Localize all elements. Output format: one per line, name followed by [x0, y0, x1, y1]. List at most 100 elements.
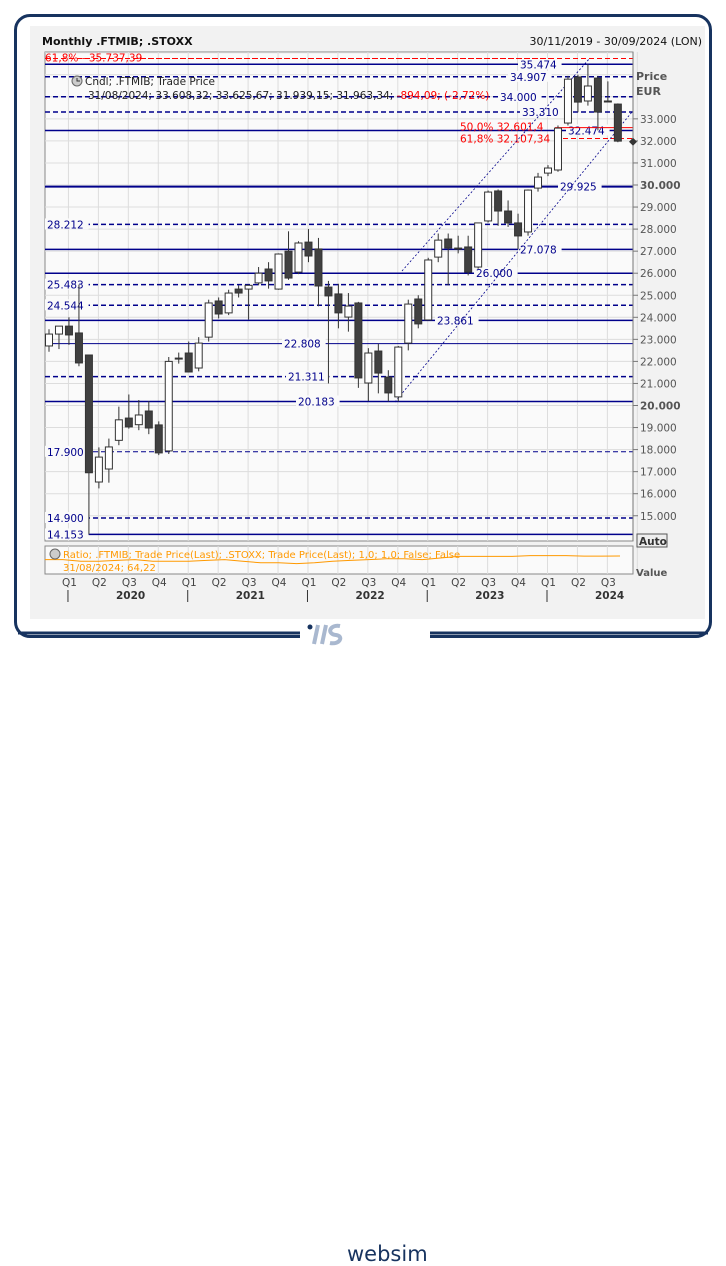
- svg-text:Price: Price: [636, 70, 667, 83]
- candle-body: [593, 77, 602, 113]
- candle: [583, 64, 592, 106]
- level-label: 34.907: [510, 72, 547, 84]
- level-label: 14.153: [47, 529, 84, 541]
- candle: [294, 241, 303, 275]
- x-quarter-label: Q1: [62, 577, 77, 589]
- candle: [364, 348, 373, 402]
- candle: [514, 213, 523, 250]
- y-tick-label: 26.000: [640, 268, 677, 280]
- candle: [194, 337, 203, 372]
- candle-body: [384, 376, 393, 394]
- x-quarter-label: Q2: [92, 577, 107, 589]
- level-label-bg: [45, 528, 89, 540]
- candle-body: [444, 238, 453, 249]
- level-label-bg: [566, 124, 610, 136]
- candle: [484, 190, 493, 223]
- candle: [434, 233, 443, 263]
- candle-body: [534, 176, 543, 189]
- level-label: 21.311: [288, 372, 325, 384]
- level-label-bg: [296, 395, 340, 407]
- x-quarter-label: Q1: [182, 577, 197, 589]
- candle-body: [394, 346, 403, 398]
- svg-text:EUR: EUR: [636, 85, 661, 98]
- candle: [54, 325, 63, 350]
- auto-button[interactable]: Auto: [636, 533, 668, 548]
- level-label-bg: [518, 243, 562, 255]
- x-quarter-label: Q3: [242, 577, 257, 589]
- x-quarter-label: Q1: [421, 577, 436, 589]
- x-year-label: 2021: [236, 590, 265, 602]
- candle-body: [553, 127, 562, 171]
- x-quarter-label: Q3: [122, 577, 137, 589]
- level-label-bg: [45, 445, 89, 457]
- price-axis-label: Price EUR: [636, 70, 667, 98]
- candle: [534, 172, 543, 192]
- level-label-bg: [45, 218, 89, 230]
- candle-body: [94, 456, 103, 483]
- clock-hands: [76, 78, 80, 82]
- candle: [544, 165, 552, 177]
- candle-body: [504, 210, 513, 224]
- candle-body: [414, 298, 423, 325]
- websim-logo-mark: [312, 623, 343, 646]
- candle: [154, 421, 163, 456]
- candle-body: [603, 100, 612, 103]
- y-tick-label: 19.000: [640, 423, 677, 435]
- candle-body: [484, 191, 493, 222]
- x-quarter-label: Q4: [272, 577, 287, 589]
- candle: [464, 235, 473, 276]
- x-quarter-label: Q3: [481, 577, 496, 589]
- candle: [444, 233, 453, 286]
- candle-body: [514, 222, 523, 237]
- level-label: 22.808: [284, 339, 321, 351]
- candle-body: [374, 350, 383, 374]
- level-label: 25.483: [47, 280, 84, 292]
- candle-body: [234, 288, 243, 294]
- x-quarter-label: Q2: [212, 577, 227, 589]
- candle-body: [334, 293, 343, 314]
- x-quarter-label: Q3: [601, 577, 616, 589]
- x-year-label: 2020: [116, 590, 145, 602]
- candle: [394, 345, 403, 402]
- candle-body: [154, 424, 163, 454]
- y-tick-label: 18.000: [640, 445, 677, 457]
- candle: [344, 293, 353, 332]
- level-label: 35.474: [520, 59, 557, 71]
- candle: [334, 283, 343, 329]
- y-tick-label: 25.000: [640, 290, 677, 302]
- candle: [64, 317, 73, 345]
- candle: [553, 125, 562, 172]
- candle-body: [344, 305, 353, 318]
- candle: [144, 401, 153, 435]
- candle-body: [54, 325, 63, 335]
- level-label: 20.183: [298, 396, 335, 408]
- candle-body: [264, 268, 273, 282]
- level-label: 34.000: [500, 92, 537, 104]
- candle-body: [434, 239, 443, 258]
- candle-body: [294, 242, 303, 273]
- candle: [84, 354, 93, 535]
- candle-body: [573, 76, 582, 103]
- y-tick-label: 16.000: [640, 489, 677, 501]
- candle-body: [45, 333, 53, 347]
- candle: [504, 200, 513, 227]
- candle: [284, 231, 293, 280]
- candle-body: [324, 286, 333, 297]
- candle: [214, 297, 223, 319]
- candle: [45, 329, 53, 352]
- candle: [324, 280, 333, 384]
- x-quarter-label: Q2: [331, 577, 346, 589]
- y-tick-label: 20.000: [640, 401, 681, 413]
- x-quarter-label: Q4: [511, 577, 526, 589]
- candle-body: [583, 85, 592, 102]
- y-tick-label: 28.000: [640, 224, 677, 236]
- candle: [424, 257, 433, 321]
- candle: [184, 341, 193, 373]
- fib-label: 61,8% 32.107,34: [460, 134, 550, 146]
- candle: [494, 189, 503, 226]
- level-label-bg: [45, 511, 89, 523]
- clock-icon[interactable]: [49, 548, 61, 560]
- candle: [94, 447, 103, 489]
- svg-text:Ratio; .FTMIB; Trade Price(Las: Ratio; .FTMIB; Trade Price(Last); .STOXX…: [63, 550, 460, 561]
